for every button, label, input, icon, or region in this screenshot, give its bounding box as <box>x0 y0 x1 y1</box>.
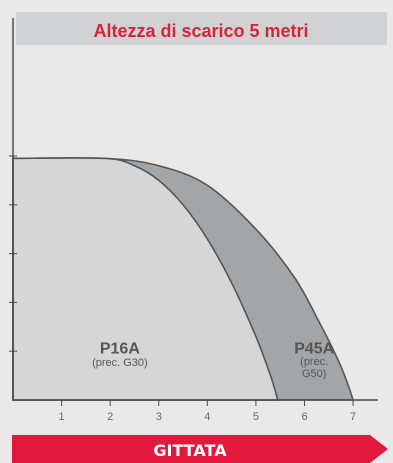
x-tick-label-2: 2 <box>107 411 113 423</box>
series-label-p16a: P16A <box>100 341 140 358</box>
ticks: 1 2 3 4 5 6 7 <box>9 155 356 423</box>
x-tick-label-6: 6 <box>301 411 307 423</box>
x-tick-label-7: 7 <box>350 411 356 423</box>
series-label-p45a: P45A <box>294 341 334 358</box>
chart-title: Altezza di scarico 5 metri <box>93 21 308 41</box>
series-labels: P16A(prec. G30) P45A(prec.G50) <box>92 341 335 380</box>
title-band <box>16 12 387 45</box>
xlabel-arrow <box>12 435 388 463</box>
x-tick-label-5: 5 <box>253 411 259 423</box>
area-layer <box>12 157 355 401</box>
x-tick-label-4: 4 <box>204 411 210 423</box>
series-sublabel-p45a-0: (prec. <box>300 356 328 368</box>
axes <box>12 18 378 401</box>
x-tick-label-3: 3 <box>156 411 162 423</box>
x-tick-label-1: 1 <box>59 411 65 423</box>
area-p16a <box>12 157 279 401</box>
x-axis-label: GITTATA <box>153 441 227 460</box>
series-sublabel-p45a-1: G50) <box>302 368 326 380</box>
series-sublabel-p16a-0: (prec. G30) <box>92 357 148 369</box>
